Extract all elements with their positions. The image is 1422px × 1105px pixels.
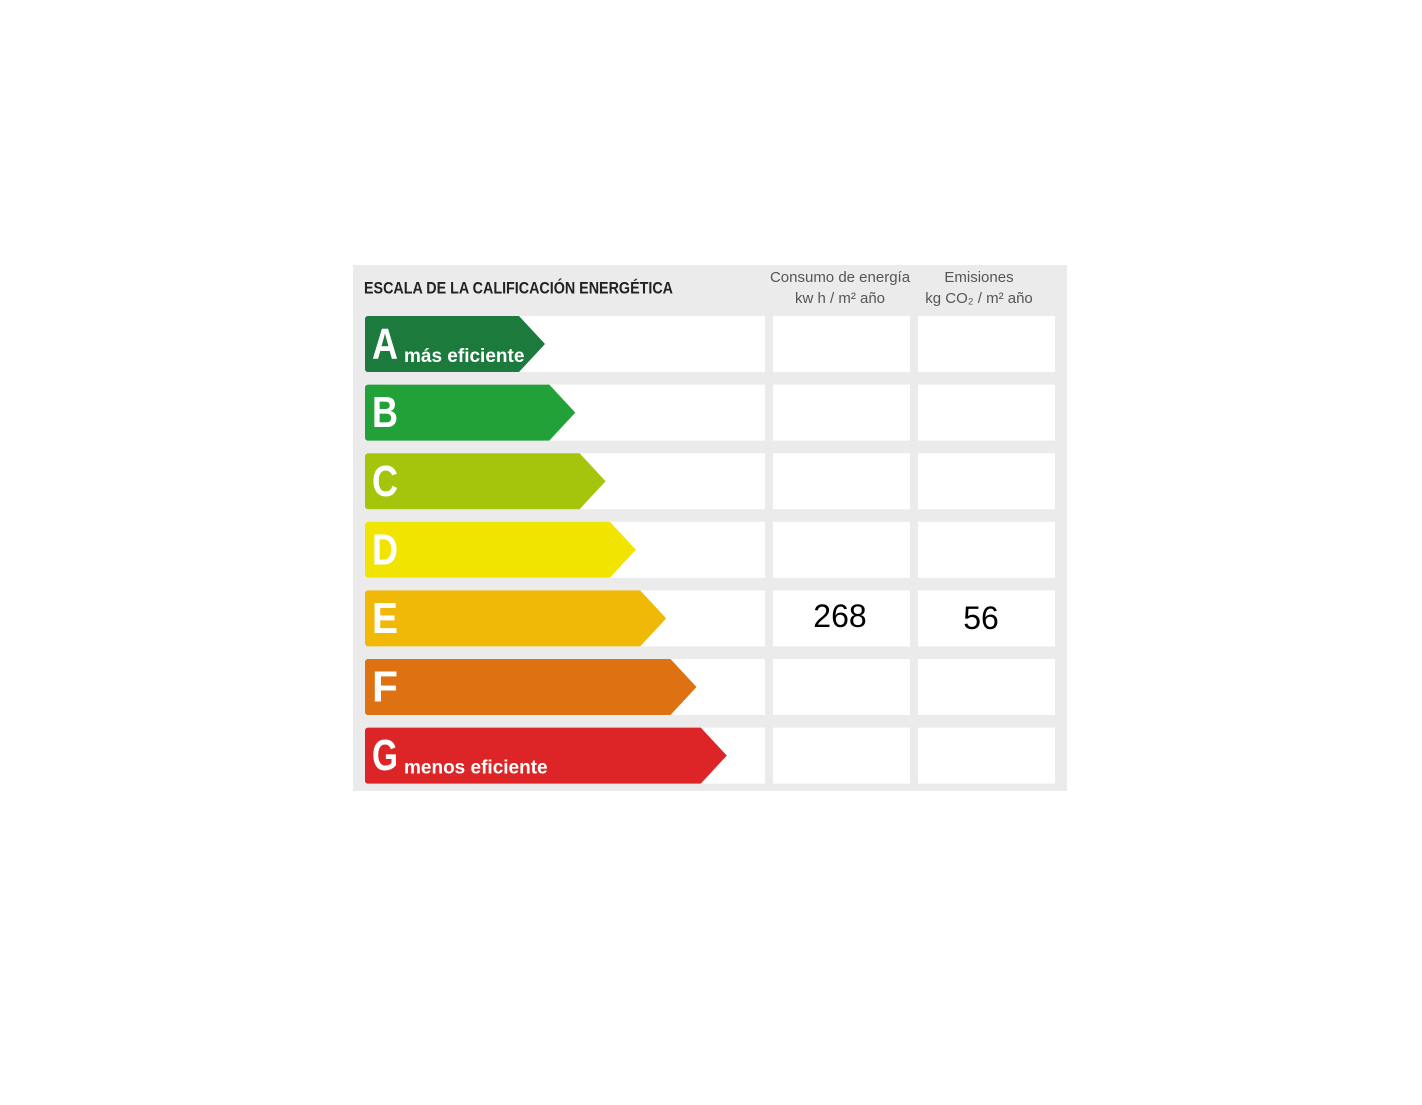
- rating-arrow: [365, 590, 667, 647]
- rating-letter: F: [372, 663, 398, 712]
- value-cell: [918, 453, 1055, 510]
- value-cell: [773, 590, 910, 647]
- value-cell: [773, 453, 910, 510]
- rating-arrow: [365, 521, 636, 578]
- rating-arrow: [365, 453, 606, 510]
- value-cell: [918, 384, 1055, 441]
- rating-letter: A: [372, 320, 398, 369]
- value-cell: [773, 384, 910, 441]
- value-cell: [918, 727, 1055, 784]
- column-header: Emisiones: [944, 269, 1013, 286]
- rating-letter: E: [372, 594, 398, 643]
- rating-letter: C: [372, 457, 398, 506]
- value-cell: [918, 659, 1055, 715]
- rating-arrow: [365, 316, 545, 372]
- title: ESCALA DE LA CALIFICACIÓN ENERGÉTICA: [364, 278, 673, 297]
- value-cell: [773, 659, 910, 715]
- rating-letter: D: [372, 525, 398, 574]
- value-cell: [918, 590, 1055, 647]
- column-header: Consumo de energía: [770, 269, 911, 286]
- value-cell: [918, 521, 1055, 578]
- rating-arrow: [365, 659, 697, 715]
- value-cell: [773, 521, 910, 578]
- rating-arrow: [365, 384, 576, 441]
- rating-label: más eficiente: [404, 346, 524, 367]
- rating-label: menos eficiente: [404, 758, 548, 779]
- emisiones-value: 56: [963, 600, 999, 636]
- consumo-value: 268: [813, 598, 866, 634]
- column-unit: kg CO₂ / m² año: [925, 290, 1033, 307]
- rating-arrow: [365, 727, 727, 784]
- rating-letter: G: [372, 731, 398, 780]
- rating-letter: B: [372, 388, 398, 437]
- column-unit: kw h / m² año: [795, 290, 885, 307]
- value-cell: [773, 316, 910, 372]
- value-cell: [918, 316, 1055, 372]
- value-cell: [773, 727, 910, 784]
